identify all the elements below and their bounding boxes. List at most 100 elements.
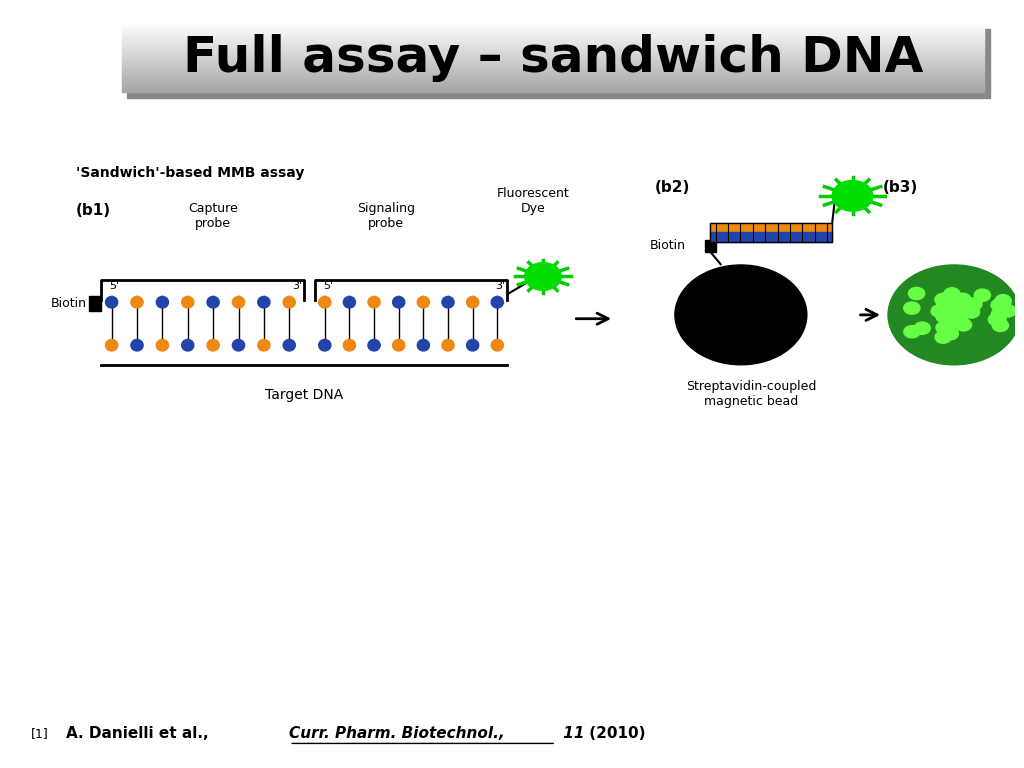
- Ellipse shape: [232, 339, 245, 351]
- Circle shape: [914, 322, 931, 334]
- FancyArrowPatch shape: [860, 310, 878, 320]
- Circle shape: [935, 331, 951, 343]
- Text: Signaling
probe: Signaling probe: [356, 203, 415, 230]
- Ellipse shape: [318, 296, 331, 308]
- Circle shape: [950, 303, 967, 316]
- Ellipse shape: [442, 296, 454, 308]
- Circle shape: [946, 311, 963, 323]
- Ellipse shape: [181, 339, 194, 351]
- Circle shape: [951, 315, 968, 327]
- Ellipse shape: [105, 339, 118, 351]
- Circle shape: [936, 310, 952, 323]
- Circle shape: [942, 328, 958, 340]
- Ellipse shape: [258, 296, 270, 308]
- Circle shape: [940, 292, 956, 304]
- Text: Fluorescent
Dye: Fluorescent Dye: [497, 187, 569, 215]
- Ellipse shape: [318, 339, 331, 351]
- Circle shape: [888, 265, 1020, 365]
- Ellipse shape: [258, 339, 270, 351]
- Circle shape: [974, 289, 990, 301]
- Ellipse shape: [157, 339, 169, 351]
- Text: 11: 11: [558, 726, 585, 741]
- Ellipse shape: [157, 296, 169, 308]
- Ellipse shape: [131, 296, 143, 308]
- Circle shape: [908, 287, 925, 300]
- Ellipse shape: [131, 339, 143, 351]
- Circle shape: [938, 312, 954, 324]
- Ellipse shape: [207, 339, 219, 351]
- Ellipse shape: [343, 296, 355, 308]
- Circle shape: [990, 314, 1007, 326]
- Text: A. Danielli et al.,: A. Danielli et al.,: [66, 726, 214, 741]
- Text: (b1): (b1): [76, 203, 112, 218]
- Circle shape: [995, 295, 1012, 307]
- Text: Full assay – sandwich DNA: Full assay – sandwich DNA: [183, 34, 924, 81]
- Circle shape: [988, 313, 1005, 326]
- Circle shape: [524, 263, 561, 290]
- Ellipse shape: [343, 339, 355, 351]
- Bar: [89, 296, 101, 311]
- Text: (2010): (2010): [584, 726, 645, 741]
- Ellipse shape: [392, 339, 404, 351]
- Text: (b2): (b2): [654, 180, 690, 195]
- Circle shape: [950, 305, 967, 317]
- Circle shape: [904, 326, 921, 338]
- Circle shape: [931, 305, 947, 317]
- Circle shape: [992, 319, 1009, 332]
- Text: (b3): (b3): [883, 180, 919, 195]
- Text: Biotin: Biotin: [50, 297, 86, 310]
- Circle shape: [942, 306, 958, 318]
- Circle shape: [944, 306, 961, 318]
- FancyArrowPatch shape: [577, 313, 608, 324]
- Ellipse shape: [392, 296, 404, 308]
- Circle shape: [675, 265, 807, 365]
- Bar: [127, 29, 989, 98]
- Text: Target DNA: Target DNA: [265, 388, 344, 402]
- Text: 5': 5': [323, 281, 333, 292]
- Text: [1]: [1]: [31, 727, 48, 740]
- Circle shape: [940, 312, 956, 324]
- Ellipse shape: [467, 296, 479, 308]
- Ellipse shape: [368, 296, 380, 308]
- Ellipse shape: [492, 339, 504, 351]
- Circle shape: [955, 319, 972, 331]
- Ellipse shape: [181, 296, 194, 308]
- Text: Curr. Pharm. Biotechnol.,: Curr. Pharm. Biotechnol.,: [289, 726, 505, 741]
- Circle shape: [833, 180, 872, 211]
- Bar: [706, 240, 716, 252]
- Ellipse shape: [368, 339, 380, 351]
- Circle shape: [995, 303, 1012, 315]
- Circle shape: [940, 297, 956, 310]
- Ellipse shape: [207, 296, 219, 308]
- Bar: [711, 232, 833, 242]
- Circle shape: [999, 305, 1016, 317]
- Ellipse shape: [105, 296, 118, 308]
- Text: 'Sandwich'-based MMB assay: 'Sandwich'-based MMB assay: [76, 166, 304, 180]
- Circle shape: [966, 298, 982, 310]
- Circle shape: [935, 293, 951, 306]
- Circle shape: [954, 293, 971, 306]
- Circle shape: [944, 310, 959, 322]
- Text: Biotin: Biotin: [649, 240, 685, 252]
- Ellipse shape: [442, 339, 454, 351]
- Ellipse shape: [417, 296, 429, 308]
- Ellipse shape: [284, 339, 295, 351]
- Circle shape: [936, 293, 952, 306]
- Bar: [711, 223, 833, 232]
- Ellipse shape: [417, 339, 429, 351]
- Text: Capture
probe: Capture probe: [188, 203, 238, 230]
- Circle shape: [904, 302, 920, 314]
- Circle shape: [991, 299, 1008, 311]
- Text: 3': 3': [496, 281, 506, 292]
- Circle shape: [936, 322, 952, 334]
- Circle shape: [991, 308, 1008, 320]
- Ellipse shape: [284, 296, 295, 308]
- Text: 3': 3': [292, 281, 302, 292]
- Circle shape: [994, 296, 1011, 309]
- Circle shape: [934, 303, 950, 316]
- Ellipse shape: [492, 296, 504, 308]
- Circle shape: [947, 315, 964, 327]
- Bar: [711, 223, 833, 242]
- Text: 5': 5': [110, 281, 120, 292]
- Ellipse shape: [467, 339, 479, 351]
